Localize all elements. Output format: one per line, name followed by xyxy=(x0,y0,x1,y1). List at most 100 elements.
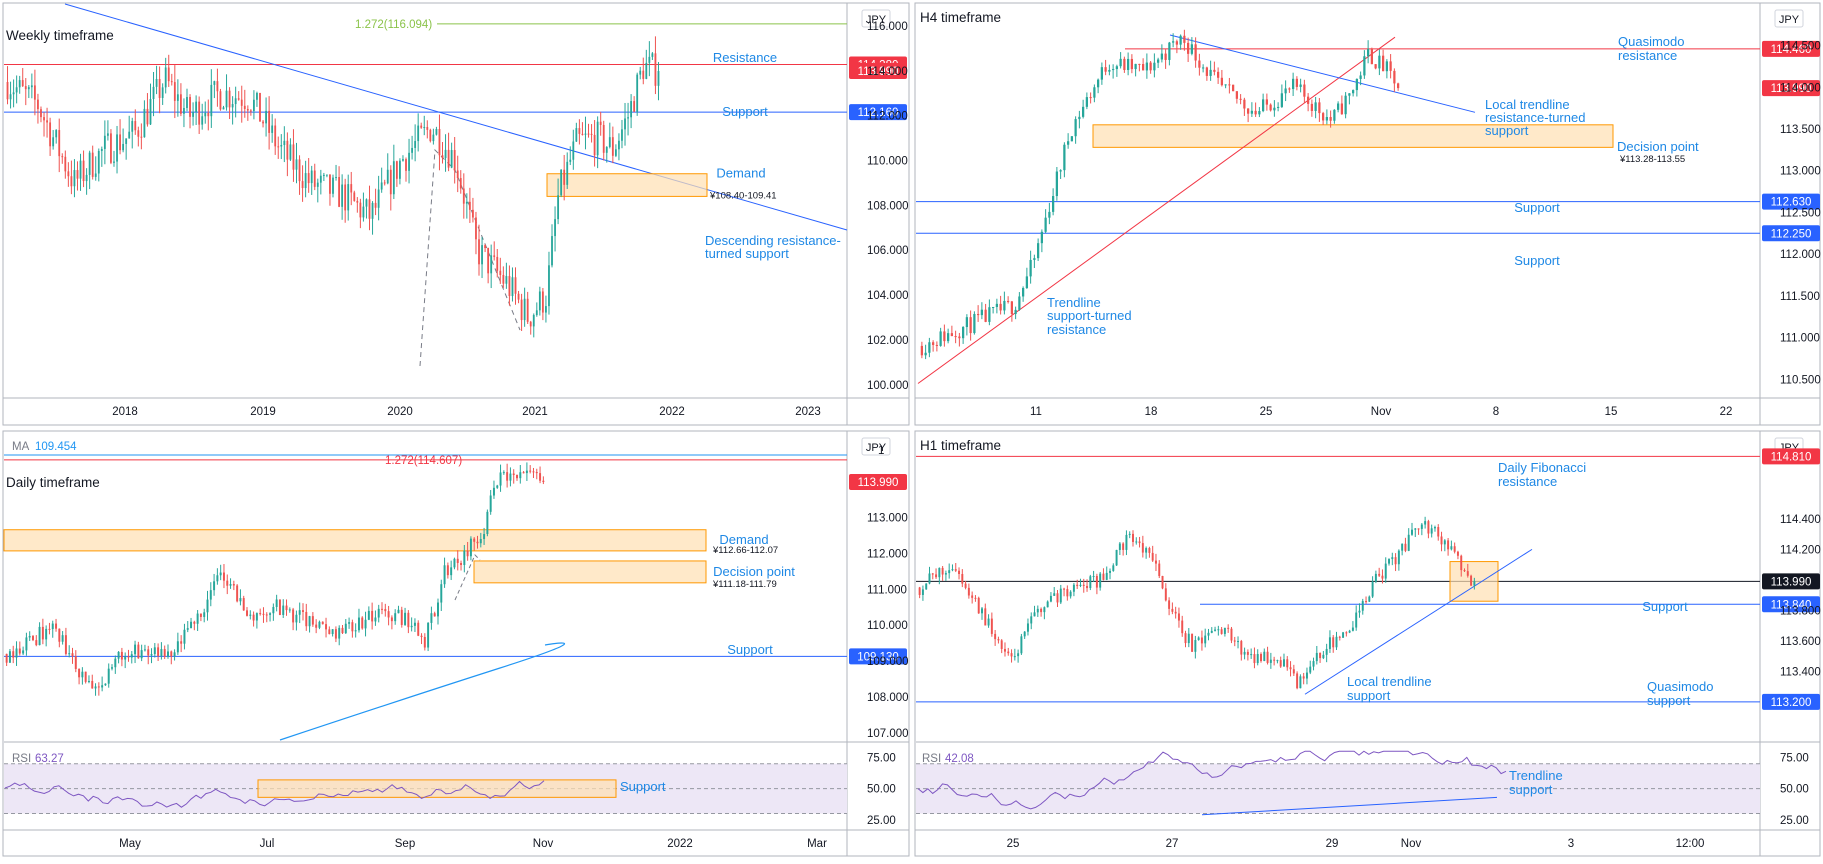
candle xyxy=(1063,587,1066,597)
currency-tag-box[interactable] xyxy=(861,437,891,456)
candle xyxy=(473,537,476,551)
candle-body xyxy=(234,98,237,105)
candle-body xyxy=(440,584,443,603)
candle xyxy=(1351,621,1354,632)
candle-body xyxy=(529,470,532,472)
currency-tag[interactable]: JPY xyxy=(861,437,891,456)
candle xyxy=(1338,635,1341,641)
candle-body xyxy=(1026,623,1029,632)
candle xyxy=(1040,607,1043,617)
candle xyxy=(48,622,51,635)
candle xyxy=(475,211,477,255)
candle-body xyxy=(82,160,85,182)
candle-body xyxy=(70,176,73,187)
candle xyxy=(236,584,239,603)
candle xyxy=(190,617,193,629)
candle-body xyxy=(1082,106,1085,117)
candle xyxy=(1240,639,1243,661)
candle xyxy=(1044,209,1047,234)
candle-body xyxy=(506,472,509,481)
candle xyxy=(514,267,517,305)
candle xyxy=(569,146,572,166)
candle-body xyxy=(1378,55,1381,69)
candle-body xyxy=(167,67,170,82)
candle xyxy=(1237,636,1240,649)
ma-curve xyxy=(279,642,566,741)
candle xyxy=(43,112,45,137)
candle xyxy=(964,581,967,590)
candle-body xyxy=(1348,630,1351,633)
candle xyxy=(15,75,18,104)
candle-body xyxy=(981,608,983,614)
candle xyxy=(1427,519,1430,539)
candle-body xyxy=(1168,42,1171,60)
candle xyxy=(988,299,991,326)
price-badge-1-bg xyxy=(849,63,907,80)
candle-body xyxy=(557,195,560,220)
candle xyxy=(433,611,436,617)
candle xyxy=(37,93,39,124)
candle xyxy=(1115,549,1118,566)
candle xyxy=(1183,29,1186,51)
candle xyxy=(539,466,542,484)
candle xyxy=(1345,631,1348,637)
time-tick-label: 12:00 xyxy=(1676,838,1705,850)
candle-body xyxy=(1305,672,1308,679)
candle xyxy=(417,620,420,637)
candle xyxy=(918,586,921,599)
price-tick-label: 111.000 xyxy=(1780,333,1820,345)
currency-tag-box[interactable] xyxy=(861,9,891,28)
candle-body xyxy=(1014,309,1017,315)
candle xyxy=(633,96,636,113)
candle xyxy=(12,79,15,108)
ma-value: 109.454 xyxy=(35,441,77,453)
candle xyxy=(332,174,334,198)
candle-body xyxy=(1003,300,1006,311)
candle xyxy=(397,605,400,614)
candle-body xyxy=(948,570,951,574)
candle xyxy=(505,262,508,289)
currency-tag[interactable]: JPY xyxy=(1774,9,1804,28)
candle-body xyxy=(91,680,94,689)
candle xyxy=(1253,647,1256,669)
candle-body xyxy=(35,640,38,646)
candle-body xyxy=(1417,528,1420,530)
candle xyxy=(186,621,189,633)
candle-body xyxy=(114,658,117,668)
candle xyxy=(928,337,931,358)
candle xyxy=(74,650,77,673)
price-badge-1-bg xyxy=(1762,573,1820,590)
candle xyxy=(1145,546,1148,559)
rsi-value: 42.08 xyxy=(945,753,974,765)
price-tick-label: 116.000 xyxy=(867,21,908,33)
currency-tag[interactable]: JPY xyxy=(861,9,891,28)
candle-body xyxy=(1397,83,1400,89)
candle xyxy=(176,632,179,655)
candle xyxy=(496,248,499,278)
candle-body xyxy=(237,98,240,100)
candle-body xyxy=(459,178,462,189)
price-badge-1-text: 113.990 xyxy=(858,66,899,78)
candle xyxy=(384,603,387,617)
candle xyxy=(444,134,447,172)
candle-body xyxy=(1240,641,1243,655)
candle-body xyxy=(107,668,110,684)
candle xyxy=(969,310,972,341)
candle-body xyxy=(37,99,39,110)
currency-tag-box[interactable] xyxy=(1774,9,1804,28)
candle-body xyxy=(1407,534,1410,551)
time-tick-label: 2018 xyxy=(112,406,138,418)
candle-body xyxy=(402,159,404,161)
rsi-trend-label-2: support xyxy=(1509,782,1553,797)
candle xyxy=(344,178,347,223)
candle xyxy=(466,541,469,561)
candle xyxy=(435,126,438,136)
candle-body xyxy=(526,298,529,322)
candle-body xyxy=(1247,108,1250,114)
candle xyxy=(259,608,262,616)
time-tick-label: Jul xyxy=(260,838,275,850)
candle xyxy=(414,124,417,162)
candle-body xyxy=(614,149,617,156)
candle xyxy=(1097,78,1100,94)
candle-body xyxy=(408,152,410,171)
